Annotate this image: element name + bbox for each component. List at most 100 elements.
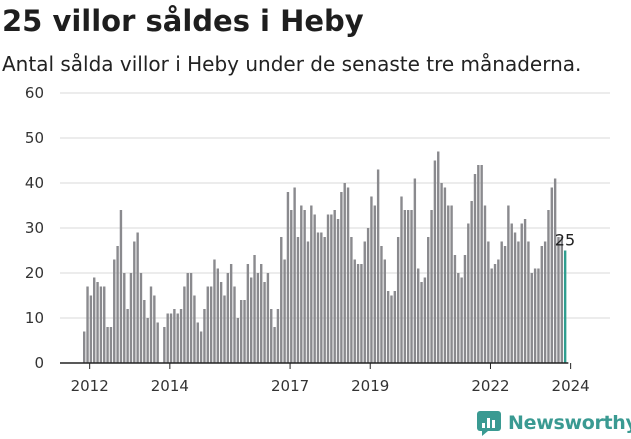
bar bbox=[533, 268, 537, 363]
chart-subtitle: Antal sålda villor i Heby under de senas… bbox=[2, 52, 582, 76]
bar bbox=[483, 205, 487, 363]
bar bbox=[103, 286, 106, 363]
bar bbox=[306, 241, 310, 363]
bar bbox=[420, 282, 423, 363]
bar bbox=[316, 232, 320, 363]
bar bbox=[440, 183, 443, 363]
bar bbox=[523, 219, 527, 363]
bar bbox=[530, 273, 533, 363]
bar bbox=[89, 295, 93, 363]
bar bbox=[300, 205, 303, 363]
bar bbox=[390, 295, 393, 363]
bar bbox=[447, 205, 450, 363]
bar bbox=[250, 277, 253, 363]
bar bbox=[286, 192, 290, 363]
bar bbox=[323, 237, 326, 363]
bar bbox=[320, 232, 323, 363]
bar bbox=[493, 264, 497, 363]
brand-name: Newsworthy bbox=[508, 412, 631, 434]
bar bbox=[360, 264, 363, 363]
bar bbox=[310, 205, 313, 363]
bar bbox=[266, 273, 270, 363]
x-tick-label: 2014 bbox=[151, 377, 189, 395]
bar bbox=[233, 286, 236, 363]
bar bbox=[330, 214, 333, 363]
bar bbox=[417, 268, 420, 363]
bar bbox=[393, 291, 397, 363]
bar bbox=[427, 237, 430, 363]
bar bbox=[149, 286, 153, 363]
bar bbox=[270, 309, 273, 363]
bar bbox=[540, 246, 543, 363]
bar bbox=[517, 241, 520, 363]
bar bbox=[206, 286, 209, 363]
bar bbox=[370, 196, 373, 363]
bar bbox=[213, 259, 216, 363]
bar bbox=[376, 169, 380, 363]
bar bbox=[139, 273, 143, 363]
bar bbox=[156, 322, 159, 363]
bar bbox=[83, 331, 86, 363]
newsworthy-logo-icon bbox=[477, 411, 501, 436]
bar bbox=[433, 160, 437, 363]
bar bbox=[543, 241, 547, 363]
bar bbox=[423, 277, 427, 363]
y-tick-label: 20 bbox=[25, 264, 44, 282]
bar bbox=[497, 259, 500, 363]
bar bbox=[513, 232, 517, 363]
bar bbox=[256, 273, 260, 363]
bar bbox=[460, 277, 463, 363]
bar bbox=[487, 241, 490, 363]
bar bbox=[223, 295, 226, 363]
y-axis-ticks: 0 10 20 30 40 50 60 bbox=[25, 84, 44, 372]
bar bbox=[226, 273, 230, 363]
bar bbox=[326, 214, 330, 363]
chart-title: 25 villor såldes i Heby bbox=[2, 4, 364, 38]
bar bbox=[196, 322, 199, 363]
bar bbox=[136, 232, 139, 363]
bar bbox=[490, 268, 493, 363]
bar bbox=[236, 318, 240, 363]
bar bbox=[229, 264, 233, 363]
x-tick-label: 2019 bbox=[351, 377, 389, 395]
bar bbox=[386, 291, 390, 363]
bar bbox=[129, 273, 133, 363]
bar bbox=[383, 259, 386, 363]
bar bbox=[406, 210, 410, 363]
bar bbox=[163, 327, 166, 363]
bar bbox=[557, 237, 560, 363]
bar bbox=[243, 300, 246, 363]
bar bbox=[186, 273, 189, 363]
bar bbox=[313, 214, 316, 363]
bar bbox=[123, 273, 126, 363]
bar bbox=[209, 286, 213, 363]
bar bbox=[173, 309, 176, 363]
bar bbox=[333, 210, 336, 363]
bar bbox=[179, 309, 183, 363]
bar bbox=[260, 264, 263, 363]
bar bbox=[203, 309, 206, 363]
bar bbox=[169, 313, 173, 363]
y-tick-label: 60 bbox=[25, 84, 44, 102]
bar bbox=[273, 327, 276, 363]
bar bbox=[453, 255, 457, 363]
bar bbox=[336, 219, 340, 363]
bar bbox=[430, 210, 433, 363]
y-tick-label: 10 bbox=[25, 309, 44, 327]
bar bbox=[183, 286, 186, 363]
bar bbox=[290, 210, 293, 363]
bar-chart: 0 10 20 30 40 50 60 2012 2014 2017 2019 2022 2024 2… bbox=[25, 84, 610, 395]
bar bbox=[537, 268, 540, 363]
bar bbox=[373, 205, 376, 363]
bar bbox=[253, 255, 256, 363]
bar bbox=[193, 295, 196, 363]
bar bbox=[503, 246, 507, 363]
x-axis-ticks: 2012 2014 2017 2019 2022 2024 bbox=[71, 363, 590, 395]
x-tick-label: 2017 bbox=[271, 377, 309, 395]
bar bbox=[477, 165, 480, 363]
bar bbox=[560, 237, 564, 363]
bar bbox=[96, 282, 99, 363]
bar bbox=[219, 282, 223, 363]
bar bbox=[410, 210, 413, 363]
bar bbox=[283, 259, 286, 363]
